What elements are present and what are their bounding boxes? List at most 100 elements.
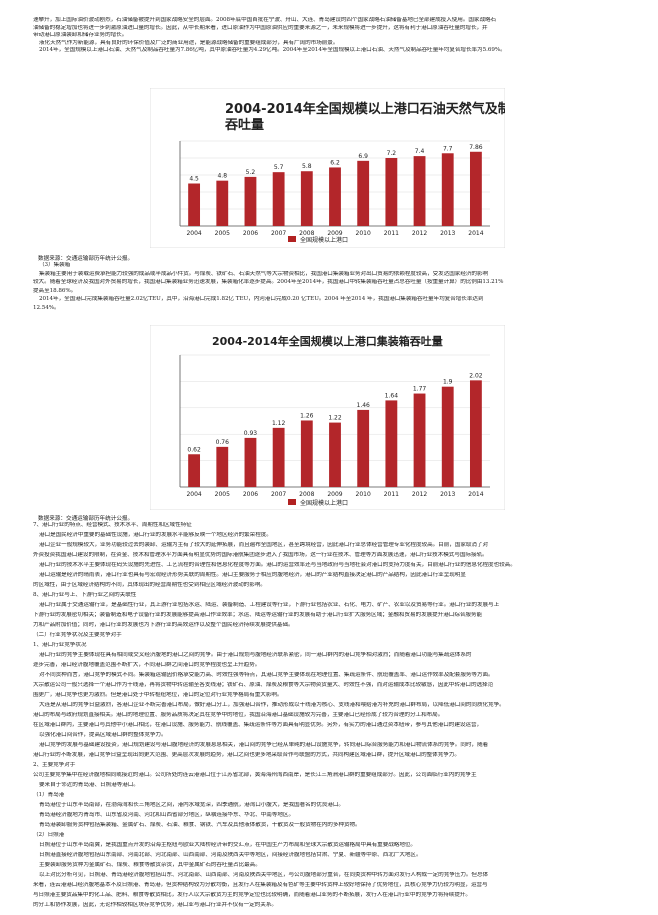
text-line: （3）集装箱 bbox=[39, 262, 71, 268]
category-label: 2007 bbox=[271, 230, 286, 237]
text-line: 青岛港经济腹地为青岛市、山东省及河南、河北和山西省部分地区，纵横连接华东、华北、… bbox=[39, 812, 295, 818]
category-label: 2012 bbox=[412, 491, 427, 498]
data-label: 1.77 bbox=[413, 386, 427, 393]
text-line: 港口行业的技术水平主要体现在码头设施的先进性、工艺流程的合理性和信息化程度等方面… bbox=[39, 562, 516, 568]
text-line: 对不同货种而言，港口竞争的模式不同。集装箱运输因价格承受能力高、时效性强等特点，… bbox=[39, 672, 494, 678]
text-line: 港口竞争的发展与基础建设投资，港口规划建设与港口腹地经济的发展息息相关，港口间的… bbox=[39, 742, 489, 748]
text-line: 下游行业的发展密切相关；装备制造和电子设备行业的发展能够提高港口作业效率；水运、… bbox=[33, 612, 483, 618]
text-line: 12.54%。 bbox=[33, 304, 60, 311]
data-label: 2.02 bbox=[469, 372, 483, 379]
category-label: 2014 bbox=[468, 230, 483, 237]
category-label: 2011 bbox=[384, 491, 399, 498]
text-line: 2014年，全国港口完成集装箱吞吐量2.02亿TEU，其中，沿海港口完成1.82… bbox=[39, 296, 484, 302]
chart-2-legend: 全国规模以上港口 bbox=[300, 499, 348, 507]
data-label: 7.2 bbox=[387, 150, 397, 157]
text-line: 2、主要竞争对手 bbox=[33, 762, 76, 768]
data-label: 6.9 bbox=[358, 153, 368, 160]
data-label: 5.7 bbox=[274, 164, 284, 171]
text-line: 港口是国民经济中重要的基础性设施，港口行业的发展水平能够反映一个地区经济的繁荣程… bbox=[39, 532, 272, 538]
data-label: 4.5 bbox=[189, 176, 199, 183]
text-line: 青岛港装卸服务货种包括集装箱、金属矿石、煤炭、石油、粮食、钢铁、汽车及其他液体散… bbox=[39, 822, 361, 828]
bar bbox=[441, 386, 454, 487]
category-label: 2009 bbox=[327, 491, 342, 498]
text-line: 日照港直接经济腹地包括山东南部、河南北部、河北南部、山西南部、河南及陕西关中等地… bbox=[39, 852, 422, 858]
text-line: 青岛港位于山东半岛南部，在渤海湾和长三角地区之间，港内水域宽深，四季通航，港湾口… bbox=[39, 802, 344, 808]
category-label: 2005 bbox=[215, 491, 230, 498]
text-line: 力和产品附加价值；同时，港口行业的发展也为下游行业的高效运作以及整个国民经济持续… bbox=[33, 622, 294, 628]
text-line: 围更广，港口竞争也更为激烈。但是港口处于中转枢纽地位，港口的定位对行业竞争格局有… bbox=[33, 692, 283, 698]
bar bbox=[469, 380, 482, 487]
data-label: 1.9 bbox=[443, 379, 453, 386]
chart-1-title-line1: 2004-2014年全国规模以上港口石油天然气及制品 bbox=[225, 101, 505, 117]
figure-2: 2004-2014年全国规模以上港口集装箱吞吐量 0.62 0.76 0.93 1.1… bbox=[150, 325, 505, 510]
bar bbox=[329, 167, 341, 226]
text-line: （二）行业竞争状况及主要竞争对手 bbox=[33, 632, 122, 638]
bar bbox=[357, 409, 370, 487]
text-line: 港口企业一般规模较大，业务功能较过去的装卸、运输为主有了较大的延伸拓展，而且遍布… bbox=[39, 542, 489, 548]
bar bbox=[357, 160, 370, 226]
data-label: 7.4 bbox=[415, 148, 425, 155]
text-line: 8、港口行业与上、下游行业之间的关联性 bbox=[33, 592, 137, 598]
bar bbox=[216, 180, 229, 226]
bar bbox=[413, 393, 426, 487]
source-note-2: 数据来源：交通运输部历年统计公报。 bbox=[38, 516, 134, 522]
data-label: 5.2 bbox=[246, 169, 256, 176]
bar bbox=[244, 437, 257, 487]
figure-1: 2004-2014年全国规模以上港口石油天然气及制品 吞吐量 4.5 4.8 5.2… bbox=[150, 88, 505, 248]
text-line: 较大。随着全球经济及我国对外贸易的增长，我国港口集装箱业务迅速发展，集装箱化率逐… bbox=[33, 279, 504, 285]
chart-petroleum-throughput: 2004-2014年全国规模以上港口石油天然气及制品 吞吐量 4.5 4.8 5.2… bbox=[150, 88, 505, 248]
text-line: 大连是从港口的竞争日益激烈，各港口企业不断完善港口布局，做好港口分工，加强港口合… bbox=[39, 702, 505, 708]
legend-swatch bbox=[288, 499, 296, 505]
bar bbox=[216, 446, 229, 487]
category-label: 2006 bbox=[243, 491, 258, 498]
text-line: （1）青岛港 bbox=[33, 792, 65, 798]
text-line: 7、港口行业的特点、经营模式、技术水平、周期性和区域性特征 bbox=[33, 522, 192, 528]
text-line: 港口行业属于交通运输行业，是基础性行业，其上游行业包括水运、陆运、装备制造、工程… bbox=[39, 602, 500, 608]
text-line: 带动港口原油装卸和储存业务的增长。 bbox=[33, 32, 128, 38]
data-label: 1.12 bbox=[272, 420, 286, 427]
text-line: 1、港口行业竞争状况 bbox=[33, 642, 87, 648]
bar bbox=[329, 422, 341, 487]
text-line: 来看，连云港港口经济腹地基本不及日照港、青岛港，但货种结构较为分散均衡，且发行人… bbox=[33, 882, 488, 888]
category-label: 2010 bbox=[356, 491, 371, 498]
bar bbox=[385, 400, 398, 487]
data-label: 7.86 bbox=[469, 144, 483, 151]
data-label: 7.7 bbox=[443, 145, 453, 152]
text-line: 外资投资我国港口建设的限制，在资金、技术和管理水平方面具有明显优势的国际港航集团… bbox=[33, 552, 488, 558]
category-label: 2014 bbox=[468, 491, 483, 498]
data-label: 4.8 bbox=[217, 173, 227, 180]
text-line: 2014年，全国规模以上港口石油、天然气及制品吞吐量为7.86亿吨，其中原油吞吐… bbox=[39, 47, 506, 53]
text-line: 逐步完善，港口经济腹地覆盖范围不断扩大，不同港口群之间港口的竞争程度也呈上升趋势… bbox=[33, 662, 261, 668]
text-line: 速攀升，加上国际油价波动剧烈，石油储备被提升到国家战略安全的层面。2008年底中… bbox=[33, 17, 497, 23]
chart-1-title-line2: 吞吐量 bbox=[225, 117, 264, 133]
data-label: 0.76 bbox=[216, 439, 230, 446]
category-label: 2008 bbox=[299, 230, 314, 237]
data-label: 1.22 bbox=[328, 415, 342, 422]
data-label: 0.62 bbox=[187, 446, 201, 453]
category-label: 2013 bbox=[440, 491, 455, 498]
data-label: 5.8 bbox=[302, 163, 312, 170]
text-line: 与日照港主要货品集中的化工品、肥料、粮食等散货相比，发行人以大宗散货为主的竞争定… bbox=[33, 892, 471, 898]
bar bbox=[413, 156, 426, 226]
text-line: 主要装卸服务货种为金属矿石、煤炭、粮食等散货杂货，其中金属矿石的吞吐量占比最高。 bbox=[39, 862, 261, 868]
text-line: 公司主要竞争集中在经济腹地相同或接近的港口。公司所处的连云港港口位于江苏省北部，… bbox=[33, 772, 477, 778]
text-line: 要来自于邻近的青岛港、日照港等港口。 bbox=[39, 782, 139, 788]
category-label: 2004 bbox=[186, 491, 201, 498]
bar bbox=[188, 183, 201, 226]
text-line: 以上对比分析可见，日照港、青岛港经济腹地包括山东、河北南部、山西南部、河南及陕西… bbox=[39, 872, 489, 878]
bar bbox=[244, 176, 257, 226]
text-line: 港口行业的竞争主要体现在具有相同或交叉经济腹地的港口之间的竞争。由于港口规划与腹… bbox=[39, 652, 472, 658]
chart-container-throughput: 2004-2014年全国规模以上港口集装箱吞吐量 0.62 0.76 0.93 1.1… bbox=[150, 325, 505, 510]
category-label: 2004 bbox=[186, 230, 201, 237]
bar bbox=[441, 153, 454, 226]
bar bbox=[272, 172, 285, 226]
text-line: 日照港位于山东半岛南翼，是我国重点开发的沿海主枢纽与欧亚大陆桥经济带的交汇点，在… bbox=[39, 842, 416, 848]
bar bbox=[385, 158, 398, 226]
data-label: 1.26 bbox=[300, 412, 314, 419]
chart-2-title: 2004-2014年全国规模以上港口集装箱吞吐量 bbox=[212, 334, 443, 348]
bar bbox=[300, 420, 313, 487]
text-line: 大宗散运公司一般只选择一个港口作为干线港，再将货物中转运输至各支线港；铁矿石、原… bbox=[33, 682, 494, 688]
bar bbox=[272, 427, 285, 487]
category-label: 2009 bbox=[327, 230, 342, 237]
data-label: 0.93 bbox=[244, 430, 258, 437]
